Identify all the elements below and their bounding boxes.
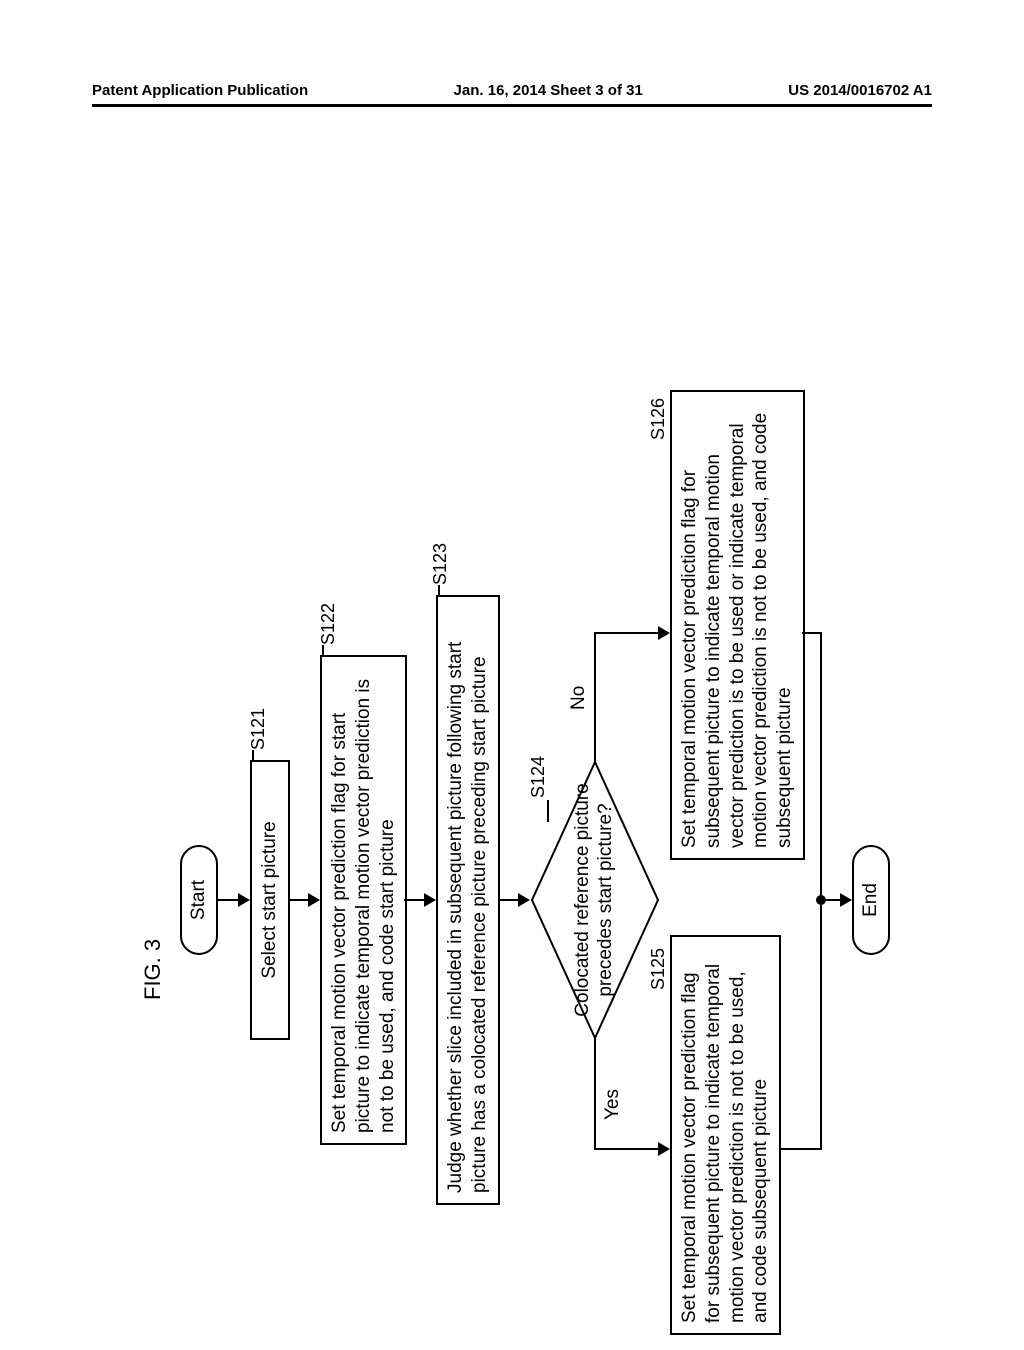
s121-text: Select start picture xyxy=(259,821,280,978)
header-left: Patent Application Publication xyxy=(92,82,308,99)
s123-leader xyxy=(438,585,440,595)
flowchart-figure: FIG. 3 Start Select start picture S121 S… xyxy=(0,150,1024,1250)
end-label: End xyxy=(860,883,881,917)
s126-step: S126 xyxy=(648,398,669,440)
edge-s121-s122 xyxy=(288,899,310,901)
edge-s124-yes-arrow xyxy=(658,1142,670,1156)
edge-s123-s124-arrow xyxy=(518,893,530,907)
s123-step: S123 xyxy=(430,543,451,585)
s124-step: S124 xyxy=(528,756,549,798)
s122-leader xyxy=(322,645,324,655)
s126-node: Set temporal motion vector prediction fl… xyxy=(670,390,805,860)
end-node: End xyxy=(852,845,890,955)
edge-s124-yes-v xyxy=(594,1148,660,1150)
edge-s125-down xyxy=(780,1148,820,1150)
edge-s122-s123 xyxy=(404,899,426,901)
header-center: Jan. 16, 2014 Sheet 3 of 31 xyxy=(454,82,643,99)
edge-s124-yes-h xyxy=(594,1038,596,1150)
s122-node: Set temporal motion vector prediction fl… xyxy=(320,655,407,1145)
s125-step: S125 xyxy=(648,948,669,990)
s122-step: S122 xyxy=(318,603,339,645)
s121-step: S121 xyxy=(248,708,269,750)
edge-s122-s123-arrow xyxy=(424,893,436,907)
s125-text: Set temporal motion vector prediction fl… xyxy=(679,964,771,1323)
s123-node: Judge whether slice included in subseque… xyxy=(436,595,500,1205)
edge-merge-end xyxy=(822,899,842,901)
s124-leader xyxy=(547,800,549,822)
edge-s123-s124 xyxy=(498,899,520,901)
edge-start-s121 xyxy=(218,899,240,901)
start-node: Start xyxy=(180,845,218,955)
s124-yes-label: Yes xyxy=(602,1089,624,1120)
s124-no-label: No xyxy=(568,686,590,710)
edge-merge-h xyxy=(820,632,822,1150)
s121-node: Select start picture xyxy=(250,760,290,1040)
s121-leader xyxy=(252,750,254,760)
edge-s126-down xyxy=(802,632,820,634)
edge-merge-end-arrow xyxy=(840,893,852,907)
s123-text: Judge whether slice included in subseque… xyxy=(445,642,490,1193)
s124-node: Colocated reference picture precedes sta… xyxy=(530,760,660,1040)
s122-text: Set temporal motion vector prediction fl… xyxy=(329,679,398,1133)
header-rule xyxy=(92,104,932,107)
edge-start-s121-arrow xyxy=(238,893,250,907)
edge-s124-no-arrow xyxy=(658,626,670,640)
edge-s121-s122-arrow xyxy=(308,893,320,907)
header-right: US 2014/0016702 A1 xyxy=(788,82,932,99)
start-label: Start xyxy=(188,880,209,920)
edge-s124-no-v xyxy=(594,632,660,634)
s125-node: Set temporal motion vector prediction fl… xyxy=(670,935,781,1335)
edge-s124-no-h xyxy=(594,632,596,762)
s126-text: Set temporal motion vector prediction fl… xyxy=(679,413,795,848)
s124-text: Colocated reference picture precedes sta… xyxy=(530,760,660,1040)
figure-title: FIG. 3 xyxy=(140,939,166,1000)
